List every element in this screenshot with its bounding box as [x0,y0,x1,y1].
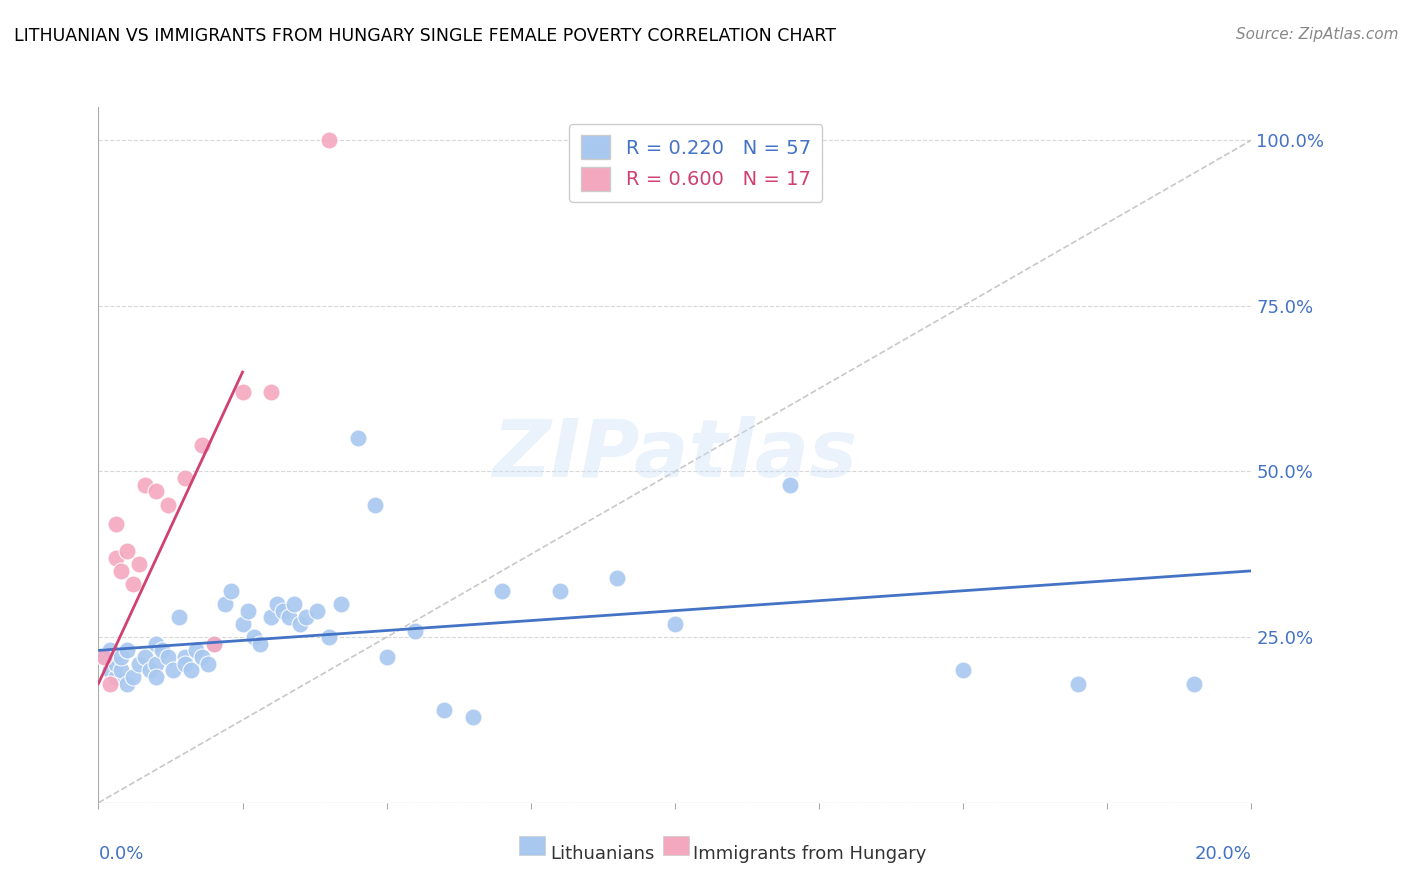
Point [93,650,115,665]
Point [104,670,127,684]
Point [117,676,139,690]
Point [238,604,260,618]
Point [231,616,254,631]
Point [122,577,145,591]
Point [375,650,398,665]
Point [180,663,202,677]
Point [156,650,179,665]
Point [145,637,167,651]
Point [122,670,145,684]
Point [249,637,271,651]
Point [664,616,686,631]
Point [191,438,214,452]
Point [271,604,294,618]
Point [104,550,127,565]
Point [548,583,571,598]
Text: Immigrants from Hungary: Immigrants from Hungary [693,845,927,863]
Text: Lithuanians: Lithuanians [550,845,655,863]
Point [167,610,190,624]
Point [329,597,352,611]
Point [186,643,208,657]
Point [277,610,299,624]
Point [98,676,121,690]
Point [266,597,288,611]
Point [174,650,197,665]
Point [283,597,305,611]
Point [134,650,156,665]
Point [433,703,456,717]
Text: 20.0%: 20.0% [1195,845,1251,863]
Point [461,709,484,723]
Point [346,431,368,445]
Point [197,657,219,671]
Point [191,650,214,665]
Point [104,517,127,532]
Point [606,570,628,584]
Point [231,384,254,399]
Point [405,624,427,638]
Point [307,604,329,618]
Point [145,657,167,671]
Point [174,471,197,485]
Point [318,133,340,147]
Legend: R = 0.220   N = 57, R = 0.600   N = 17: R = 0.220 N = 57, R = 0.600 N = 17 [569,124,823,202]
Point [202,637,225,651]
Point [150,643,173,657]
Point [295,610,318,624]
Point [98,663,121,677]
Point [318,630,340,644]
Point [260,610,283,624]
Point [162,663,184,677]
Point [128,558,150,572]
Point [110,564,132,578]
Bar [519,836,544,855]
Point [491,583,513,598]
Point [156,498,179,512]
Point [1182,676,1205,690]
Text: ZIPatlas: ZIPatlas [492,416,858,494]
Point [139,663,162,677]
Point [364,498,387,512]
Point [1067,676,1090,690]
Point [243,630,266,644]
Point [952,663,974,677]
Point [110,650,132,665]
Point [260,384,283,399]
Point [290,616,312,631]
Point [779,477,801,491]
Point [110,663,132,677]
Text: Source: ZipAtlas.com: Source: ZipAtlas.com [1236,27,1399,42]
Point [145,484,167,499]
Text: 0.0%: 0.0% [98,845,143,863]
Point [117,643,139,657]
Point [145,670,167,684]
Point [214,597,236,611]
Point [93,650,115,665]
Point [174,657,197,671]
Point [117,544,139,558]
Point [202,637,225,651]
Point [219,583,242,598]
Point [134,477,156,491]
Point [98,643,121,657]
Point [104,657,127,671]
Point [128,657,150,671]
Text: LITHUANIAN VS IMMIGRANTS FROM HUNGARY SINGLE FEMALE POVERTY CORRELATION CHART: LITHUANIAN VS IMMIGRANTS FROM HUNGARY SI… [14,27,837,45]
Bar [664,836,689,855]
